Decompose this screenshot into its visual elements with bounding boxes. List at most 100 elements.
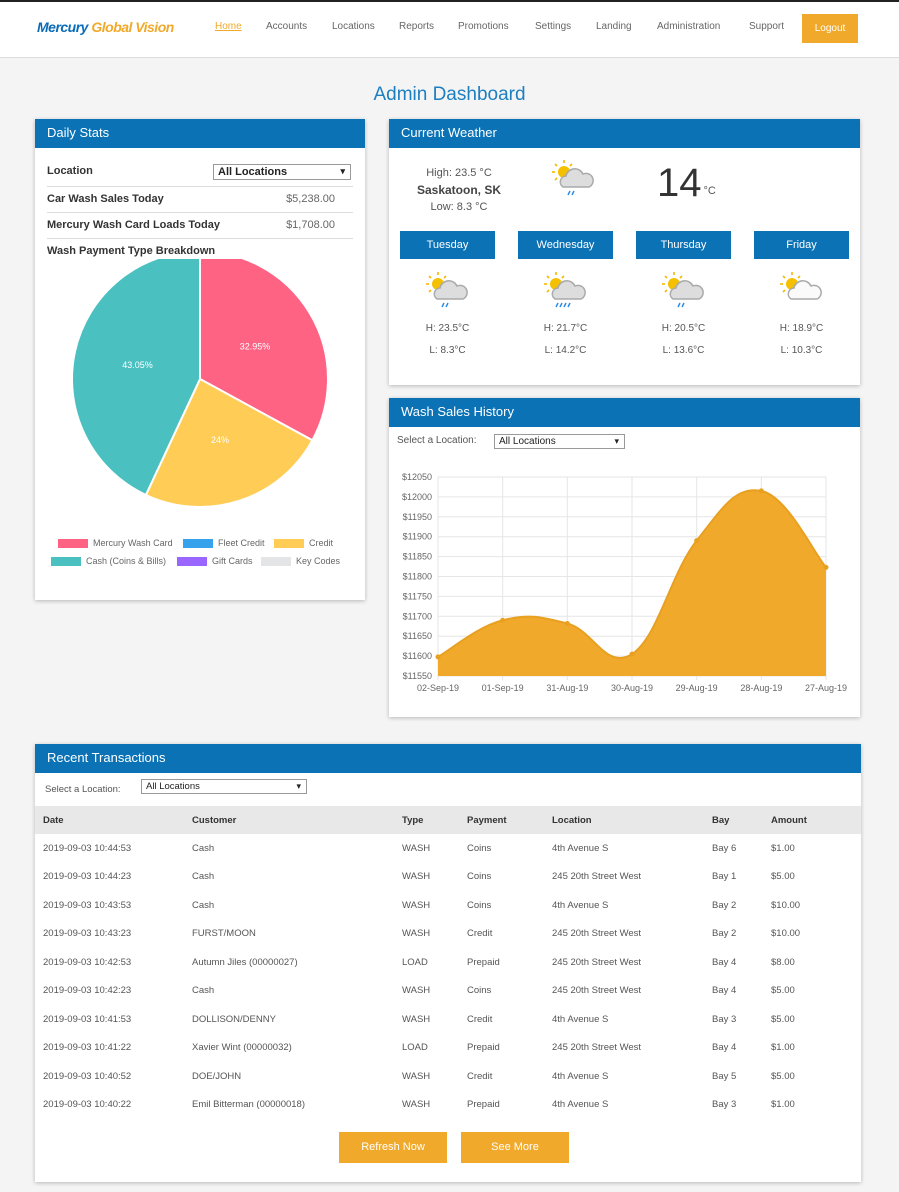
cell-date: 2019-09-03 10:40:52 bbox=[43, 1070, 132, 1082]
data-point[interactable] bbox=[694, 538, 700, 544]
nav-link-support[interactable]: Support bbox=[749, 21, 785, 32]
legend-label: Cash (Coins & Bills) bbox=[86, 556, 167, 566]
forecast-day-thursday[interactable]: Thursday bbox=[636, 231, 731, 259]
x-tick-label: 28-Aug-19 bbox=[740, 683, 782, 693]
data-point[interactable] bbox=[435, 654, 441, 660]
stat-label: Mercury Wash Card Loads Today bbox=[47, 219, 220, 231]
location-label: Location bbox=[47, 165, 93, 177]
location-row: Location All Locations bbox=[47, 155, 353, 187]
pie-slice-mercury-wash-card[interactable] bbox=[199, 259, 329, 442]
cell-customer: Cash bbox=[192, 899, 215, 911]
daily-stats-title: Daily Stats bbox=[35, 119, 365, 148]
table-row[interactable]: 2019-09-03 10:43:53 Cash WASH Coins 4th Aven… bbox=[35, 891, 861, 920]
wash-sales-chart: $12050 $12000 $11950 $11900 $11850 $11800 $117… bbox=[402, 472, 847, 693]
cell-payment: Coins bbox=[467, 871, 492, 883]
legend-item[interactable]: Fleet Credit bbox=[183, 538, 265, 548]
top-nav: Mercury Global Vision Home Accounts Locati… bbox=[0, 2, 899, 58]
y-tick-label: $11600 bbox=[403, 651, 432, 661]
cell-location: 245 20th Street West bbox=[552, 871, 642, 883]
forecast-day-wednesday[interactable]: Wednesday bbox=[518, 231, 613, 259]
history-location-select[interactable]: All Locations bbox=[494, 434, 625, 449]
temp-unit: °C bbox=[703, 185, 716, 197]
forecast-day-tuesday[interactable]: Tuesday bbox=[400, 231, 495, 259]
cell-location: 245 20th Street West bbox=[552, 956, 642, 968]
data-point[interactable] bbox=[500, 617, 506, 623]
legend-item[interactable]: Cash (Coins & Bills) bbox=[51, 556, 166, 566]
y-tick-label: $11550 bbox=[403, 671, 432, 681]
pie-slice-label: 32.95% bbox=[240, 341, 271, 351]
legend-item[interactable]: Gift Cards bbox=[177, 556, 253, 566]
page-title: Admin Dashboard bbox=[373, 84, 526, 105]
location-select[interactable]: All Locations bbox=[213, 164, 351, 180]
table-row[interactable]: 2019-09-03 10:42:23 Cash WASH Coins 245 20th… bbox=[35, 977, 861, 1006]
data-point[interactable] bbox=[758, 488, 764, 494]
table-row[interactable]: 2019-09-03 10:40:52 DOE/JOHN WASH Credit 4th… bbox=[35, 1062, 861, 1091]
table-row[interactable]: 2019-09-03 10:44:23 Cash WASH Coins 245 20th… bbox=[35, 863, 861, 892]
transactions-location-select[interactable]: All Locations bbox=[141, 779, 307, 794]
data-point[interactable] bbox=[629, 651, 635, 657]
breakdown-label: Wash Payment Type Breakdown bbox=[47, 245, 216, 257]
cell-payment: Coins bbox=[467, 842, 492, 854]
pie-slice-credit[interactable] bbox=[144, 377, 314, 508]
cell-date: 2019-09-03 10:41:22 bbox=[43, 1042, 132, 1054]
table-row[interactable]: 2019-09-03 10:41:22 Xavier Wint (0000003… bbox=[35, 1034, 861, 1063]
nav-link-promotions[interactable]: Promotions bbox=[458, 21, 509, 32]
history-title: Wash Sales History bbox=[389, 398, 860, 427]
logo[interactable]: Mercury Global Vision bbox=[37, 19, 174, 35]
column-header[interactable]: Payment bbox=[459, 806, 544, 834]
stat-row: Mercury Wash Card Loads Today $1,708.00 bbox=[47, 213, 353, 239]
cell-amount: $5.00 bbox=[771, 871, 795, 883]
table-row[interactable]: 2019-09-03 10:42:53 Autumn Jiles (000000… bbox=[35, 948, 861, 977]
table-row[interactable]: 2019-09-03 10:43:23 FURST/MOON WASH Credit 2… bbox=[35, 920, 861, 949]
cell-customer: DOE/JOHN bbox=[192, 1070, 242, 1082]
column-header[interactable]: Amount bbox=[763, 806, 861, 834]
cell-payment: Prepaid bbox=[467, 1042, 500, 1054]
cell-location: 4th Avenue S bbox=[552, 842, 609, 854]
forecast-day-friday[interactable]: Friday bbox=[754, 231, 849, 259]
column-header[interactable]: Location bbox=[544, 806, 704, 834]
legend-item[interactable]: Mercury Wash Card bbox=[58, 538, 173, 548]
weather-panel: Current Weather High: 23.5 °C Saskatoon,… bbox=[389, 119, 860, 385]
nav-link-administration[interactable]: Administration bbox=[657, 21, 721, 32]
data-point[interactable] bbox=[823, 564, 829, 570]
current-temperature: 14 °C bbox=[657, 161, 716, 205]
column-header[interactable]: Bay bbox=[704, 806, 763, 834]
cell-date: 2019-09-03 10:42:53 bbox=[43, 956, 132, 968]
column-header[interactable]: Customer bbox=[184, 806, 394, 834]
nav-links: Home Accounts Locations Reports Promotions Se… bbox=[0, 21, 800, 37]
column-header[interactable]: Type bbox=[394, 806, 459, 834]
pie-slice-cash-coins-bills-[interactable] bbox=[71, 259, 201, 497]
recent-transactions-panel: Recent Transactions Select a Location: A… bbox=[35, 744, 861, 1182]
table-row[interactable]: 2019-09-03 10:44:53 Cash WASH Coins 4th Aven… bbox=[35, 834, 861, 863]
data-point[interactable] bbox=[564, 620, 570, 626]
sun-cloud-rain-icon bbox=[661, 271, 707, 316]
legend-swatch bbox=[51, 556, 81, 566]
cell-payment: Credit bbox=[467, 1013, 493, 1025]
stat-row: Car Wash Sales Today $5,238.00 bbox=[47, 187, 353, 213]
legend-label: Credit bbox=[309, 538, 334, 548]
cell-type: WASH bbox=[402, 1070, 431, 1082]
nav-link-accounts[interactable]: Accounts bbox=[266, 21, 308, 32]
x-tick-label: 02-Sep-19 bbox=[417, 683, 459, 693]
table-row[interactable]: 2019-09-03 10:40:22 Emil Bitterman (0000… bbox=[35, 1091, 861, 1120]
column-header[interactable]: Date bbox=[35, 806, 184, 834]
sun-cloud-heavy-rain-icon bbox=[543, 271, 589, 316]
nav-link-locations[interactable]: Locations bbox=[332, 21, 375, 32]
nav-link-settings[interactable]: Settings bbox=[535, 21, 572, 32]
legend-item[interactable]: Key Codes bbox=[261, 556, 340, 566]
transactions-table: Date Customer Type Payment Location Bay Amount… bbox=[35, 806, 861, 1119]
nav-link-home[interactable]: Home bbox=[215, 21, 242, 32]
table-row[interactable]: 2019-09-03 10:41:53 DOLLISON/DENNY WASH Cre… bbox=[35, 1005, 861, 1034]
nav-link-reports[interactable]: Reports bbox=[399, 21, 435, 32]
today-low: Low: 8.3 °C bbox=[430, 201, 488, 213]
legend-item[interactable]: Credit bbox=[274, 538, 333, 548]
nav-link-landing[interactable]: Landing bbox=[596, 21, 632, 32]
cell-location: 245 20th Street West bbox=[552, 1042, 642, 1054]
y-tick-label: $11950 bbox=[403, 512, 432, 522]
legend-swatch bbox=[177, 556, 207, 566]
cell-amount: $1.00 bbox=[771, 1042, 795, 1054]
cell-customer: FURST/MOON bbox=[192, 928, 256, 940]
logout-button[interactable]: Logout bbox=[802, 14, 858, 43]
refresh-now-button[interactable]: Refresh Now bbox=[339, 1132, 447, 1163]
see-more-button[interactable]: See More bbox=[461, 1132, 569, 1163]
